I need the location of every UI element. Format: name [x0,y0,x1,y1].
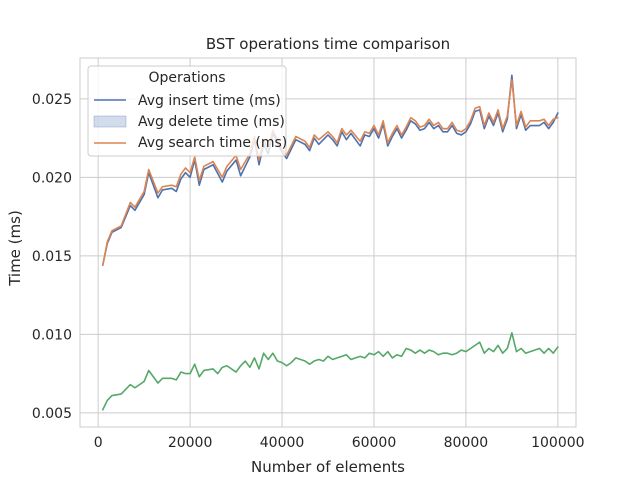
x-tick-label: 0 [94,435,103,451]
x-tick-label: 20000 [168,435,213,451]
x-tick-label: 100000 [531,435,584,451]
y-tick-label: 0.020 [32,170,72,186]
tick-labels: 0 20000 40000 60000 80000 100000 0.005 0.010 0.0… [32,92,585,451]
y-tick-label: 0.010 [32,327,72,343]
legend-label-search: Avg search time (ms) [138,135,287,151]
x-tick-label: 40000 [260,435,305,451]
legend: Operations Avg insert time (ms) Avg dele… [87,65,287,157]
chart-title: BST operations time comparison [206,35,450,53]
legend-box [87,65,287,157]
series-line-search [101,79,559,267]
y-tick-label: 0.005 [32,406,72,422]
plot-frame [79,57,577,428]
series-line-delete [101,331,559,411]
series-line-insert [101,74,559,267]
legend-label-delete: Avg delete time (ms) [138,114,285,130]
legend-label-insert: Avg insert time (ms) [138,93,281,109]
x-tick-label: 60000 [352,435,397,451]
x-tick-label: 80000 [444,435,489,451]
y-tick-label: 0.025 [32,92,72,108]
legend-title: Operations [149,70,226,86]
series-lines [101,74,559,411]
legend-swatch-delete [93,115,127,128]
y-tick-label: 0.015 [32,249,72,265]
y-axis-label: Time (ms) [6,210,24,287]
x-axis-label: Number of elements [251,458,405,476]
